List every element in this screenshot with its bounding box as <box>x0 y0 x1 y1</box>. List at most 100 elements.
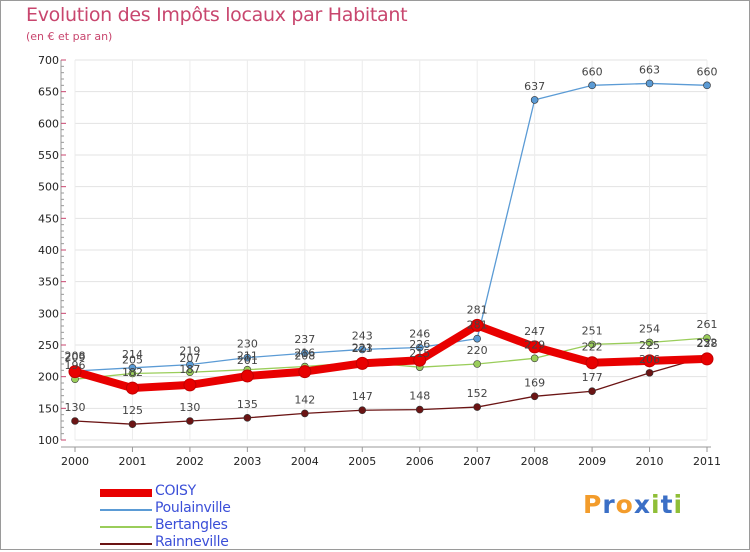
value-label-coisy: 225 <box>639 339 660 352</box>
x-tick-label: 2005 <box>348 455 376 468</box>
legend-swatch <box>100 526 152 528</box>
x-tick-label: 2010 <box>636 455 664 468</box>
value-label-coisy: 208 <box>65 350 86 363</box>
data-point-poulainville <box>358 345 367 354</box>
series-line-poulainville <box>74 82 708 372</box>
legend-label: Bertangles <box>155 517 228 533</box>
value-label-rainneville: 135 <box>237 398 258 411</box>
legend: COISY Poulainville Bertangles Rainneville <box>100 483 300 552</box>
data-point-coisy <box>355 356 369 370</box>
legend-label: COISY <box>155 483 196 499</box>
value-label-coisy: 221 <box>352 341 373 354</box>
data-point-coisy <box>700 352 714 366</box>
y-tick-label: 150 <box>38 402 59 415</box>
data-point-rainneville <box>645 369 654 377</box>
x-tick-label: 2007 <box>463 455 491 468</box>
value-label-bertangles: 261 <box>697 318 718 331</box>
logo-letter: i <box>651 490 661 519</box>
data-point-poulainville <box>703 81 711 90</box>
value-label-poulainville: 281 <box>467 319 488 332</box>
value-label-coisy: 208 <box>294 350 315 363</box>
y-tick-label: 400 <box>38 244 59 257</box>
chart-title: Evolution des Impôts locaux par Habitant <box>26 4 408 26</box>
data-point-coisy <box>68 365 82 379</box>
value-label-rainneville: 169 <box>524 376 545 389</box>
data-point-rainneville <box>588 387 596 396</box>
value-label-rainneville: 148 <box>409 390 430 403</box>
value-label-coisy: 182 <box>122 366 143 379</box>
data-point-bertangles <box>530 354 539 363</box>
data-point-poulainville <box>415 343 424 352</box>
value-label-rainneville: 177 <box>582 371 603 384</box>
value-label-bertangles: 211 <box>237 350 258 363</box>
data-point-poulainville <box>645 79 654 88</box>
data-point-coisy <box>470 318 484 332</box>
x-tick-label: 2008 <box>521 455 549 468</box>
value-label-poulainville: 214 <box>122 348 143 361</box>
data-point-rainneville <box>128 420 137 428</box>
x-tick-label: 2004 <box>291 455 319 468</box>
data-point-rainneville <box>358 406 367 415</box>
series-line-coisy <box>71 321 711 393</box>
value-label-bertangles: 215 <box>409 347 430 360</box>
y-tick-label: 100 <box>38 434 59 447</box>
legend-label: Poulainville <box>155 500 231 516</box>
y-tick-label: 350 <box>38 276 59 289</box>
data-point-bertangles <box>128 369 137 378</box>
value-label-poulainville: 246 <box>409 328 430 341</box>
x-tick-label: 2001 <box>118 455 146 468</box>
data-point-poulainville <box>530 96 539 104</box>
data-point-coisy <box>298 365 312 379</box>
value-label-bertangles: 223 <box>352 342 373 355</box>
value-label-bertangles: 251 <box>582 324 603 337</box>
data-point-coisy <box>413 353 427 367</box>
data-point-bertangles <box>186 368 194 377</box>
y-tick-label: 250 <box>38 339 59 352</box>
value-label-bertangles: 220 <box>467 344 488 357</box>
value-label-coisy: 228 <box>697 337 718 350</box>
value-label-coisy: 187 <box>179 363 200 376</box>
data-point-rainneville <box>415 405 424 414</box>
y-tick-label: 500 <box>38 181 59 194</box>
value-label-poulainville: 209 <box>65 351 86 364</box>
y-tick-label: 700 <box>38 54 59 67</box>
value-label-bertangles: 196 <box>65 359 86 372</box>
value-label-rainneville: 142 <box>294 393 315 406</box>
data-point-coisy <box>125 381 139 395</box>
legend-swatch <box>100 543 152 545</box>
legend-item-coisy: COISY <box>100 483 300 501</box>
logo-letter: r <box>602 490 616 519</box>
y-tick-label: 450 <box>38 212 59 225</box>
value-label-poulainville: 660 <box>697 65 718 78</box>
x-tick-label: 2000 <box>61 455 89 468</box>
y-tick-label: 200 <box>38 371 59 384</box>
value-label-bertangles: 229 <box>524 338 545 351</box>
legend-swatch <box>100 489 152 497</box>
value-label-rainneville: 206 <box>639 353 660 366</box>
x-tick-label: 2006 <box>406 455 434 468</box>
value-label-coisy: 281 <box>467 303 488 316</box>
value-label-coisy: 201 <box>237 354 258 367</box>
legend-label: Rainneville <box>155 534 229 550</box>
value-label-poulainville: 230 <box>237 338 258 351</box>
data-point-rainneville <box>186 417 194 425</box>
x-tick-label: 2002 <box>176 455 204 468</box>
value-label-coisy: 226 <box>409 338 430 351</box>
value-label-poulainville: 243 <box>352 329 373 342</box>
logo-letter: i <box>673 490 684 519</box>
data-point-poulainville <box>301 349 309 358</box>
x-tick-label: 2011 <box>693 455 721 468</box>
value-label-bertangles: 207 <box>179 352 200 365</box>
logo-letter: P <box>583 490 603 519</box>
value-label-poulainville: 660 <box>582 65 603 78</box>
value-label-rainneville: 125 <box>122 404 143 417</box>
value-label-coisy: 247 <box>524 325 545 338</box>
data-point-bertangles <box>588 340 596 349</box>
data-point-rainneville <box>473 403 481 411</box>
data-point-coisy <box>240 369 254 383</box>
data-point-coisy <box>643 354 657 368</box>
chart-subtitle: (en € et par an) <box>26 30 113 43</box>
y-tick-label: 550 <box>38 149 59 162</box>
series-line-rainneville <box>74 355 708 425</box>
